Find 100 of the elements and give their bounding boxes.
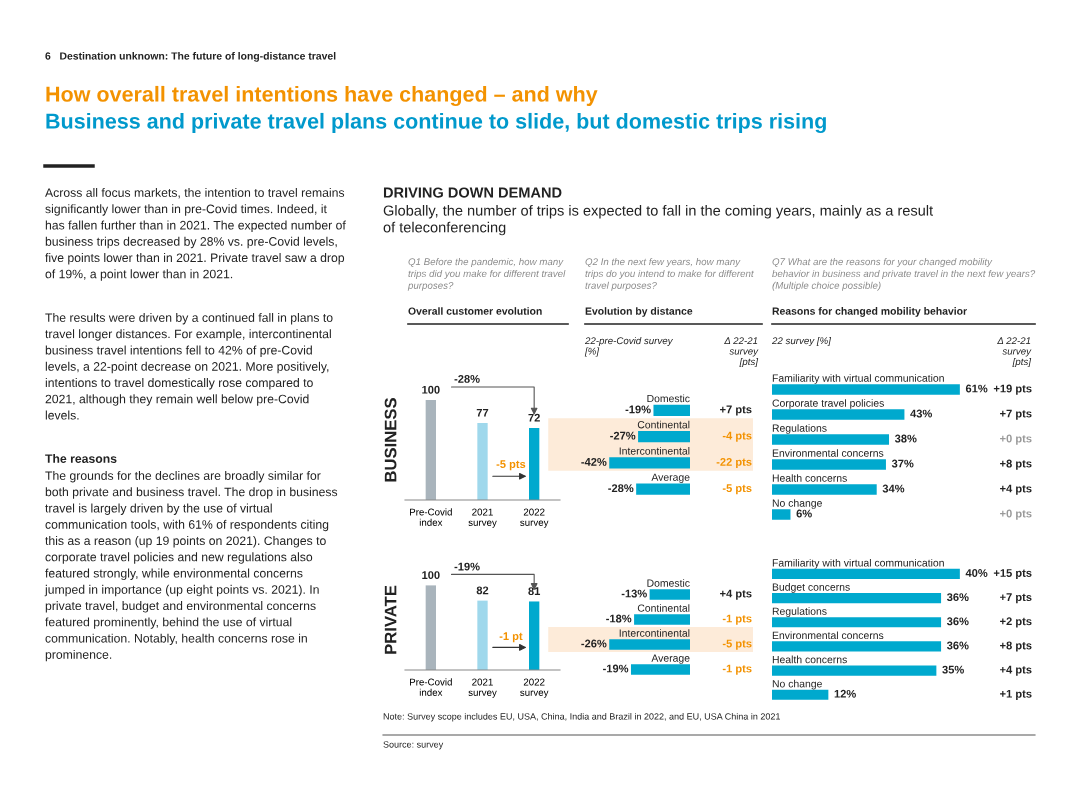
data-label: -19% [603,664,629,673]
text: DRIVING DOWN DEMAND [383,187,562,198]
text: How overall travel intentions have changed – and why [46,85,598,107]
data-label: 81 [528,587,541,596]
bar [772,568,960,579]
text: Δ 22-21 survey [pts] [997,337,1032,368]
y-tick-label: Intercontinental [619,446,690,455]
text: Globally, the number of trips is expected to fall in the coming years, mainly as a result of teleconferencing [383,205,933,236]
text: Note: Survey scope includes EU, USA, China, India and Brazil in 2022, and EU, USA China in 2021 [383,713,781,722]
text: +8 pts [1000,459,1032,470]
y-tick-label: Continental [637,420,690,429]
text: +0 pts [1000,509,1032,520]
bar [772,665,937,676]
y-tick-label: Continental [637,604,690,612]
bar [772,484,877,495]
x-tick-label: Pre-Covid index [410,508,452,526]
y-tick-label: Environmental concerns [772,449,884,457]
bar [772,409,905,420]
x-tick-label: 2021 survey [468,678,497,698]
y-tick-label: No change [772,679,822,690]
text: +15 pts [993,569,1032,580]
text: -5 pts [722,484,752,495]
data-label: 36% [946,641,969,650]
y-tick-label: Domestic [647,394,690,403]
y-axis-title: BUSINESS [384,398,397,482]
x-tick-label: 2022 survey [520,508,549,528]
bar [772,509,791,520]
bar [772,689,829,700]
text: -1 pts [722,664,752,675]
data-label: -27% [610,431,636,440]
y-tick-label: Average [651,473,690,483]
data-label: 34% [882,484,905,493]
text: -28% [454,374,480,383]
y-tick-label: Intercontinental [619,629,690,637]
data-label: 100 [422,385,440,394]
y-tick-label: Budget concerns [772,583,850,593]
data-label: -26% [581,639,607,648]
annotation: -5 pts [496,460,526,471]
data-label: 72 [528,413,540,422]
data-label: -19% [625,405,651,414]
text: +4 pts [1000,484,1032,495]
data-label: -42% [581,457,607,466]
text: -4 pts [722,431,752,442]
y-tick-label: Familiarity with virtual communication [772,374,944,384]
y-tick-label: Health concerns [772,474,847,482]
y-tick-label: No change [772,499,822,509]
text: +1 pts [1000,689,1032,700]
y-tick-label: Regulations [772,424,827,434]
text: 6 Destination unknown: The future of long-distance travel [45,52,336,62]
y-tick-label: Environmental concerns [772,631,884,640]
text: +2 pts [1000,617,1032,628]
text: +4 pts [720,589,752,600]
data-label: 35% [942,665,964,674]
data-label: 12% [834,689,856,698]
y-tick-label: Corporate travel policies [772,399,884,409]
y-tick-label: Familiarity with virtual communication [772,558,944,569]
chart-subtitle: Q1 Before the pandemic, how many trips did you make for different travel purposes? [407,258,566,291]
data-label: 43% [910,409,933,418]
bar [772,434,890,445]
bar [772,459,886,470]
data-label: 61% [965,384,988,393]
source-note: Source: survey [383,741,444,750]
data-label: 100 [422,571,440,580]
y-tick-label: Regulations [772,607,827,617]
text: Across all focus markets, the intention to travel remains significantly lower than in pre-Covid times. Indeed, it has fallen further than in 2021. The expected number of business trips decreased by 28% vs. pre-Covid levels, five points lower than in 2021. Private travel saw a drop of 19%, a point lower than in 2021. [45,188,346,281]
chart-subtitle: Q7 What are the reasons for your changed mobility behavior in business and private travel in the next few years? (Multiple choice possible) [772,258,1036,291]
annotation: -1 pt [499,632,523,643]
chart-title: Reasons for changed mobility behavior [772,307,967,317]
data-label: -18% [606,614,632,623]
data-label: 6% [796,509,812,518]
data-label: 38% [894,434,917,443]
text: +7 pts [1000,409,1032,420]
text: +19 pts [993,384,1032,395]
data-label: -28% [608,484,634,493]
text: The reasons [45,454,117,463]
text: -19% [454,562,480,571]
data-label: 40% [965,569,988,577]
text: +7 pts [720,405,752,416]
text: Δ 22-21 survey [pts] [724,337,759,368]
chart-subtitle: Q2 In the next few years, how many trips do you intend to make for different travel purposes? [585,258,754,291]
text: -5 pts [722,639,752,650]
data-label: 82 [476,586,489,595]
y-axis-title: PRIVATE [384,585,397,654]
bar [772,384,960,395]
text: Business and private travel plans continue to slide, but domestic trips rising [46,112,826,134]
data-label: 36% [946,617,969,626]
x-tick-label: 2022 survey [520,678,549,698]
text: +7 pts [1000,593,1032,604]
text: +4 pts [1000,665,1032,676]
text: The results were driven by a continued fall in plans to travel longer distances. For example, intercontinental business travel intentions fell to 42% of pre-Covid levels, a 22-point decrease on 2021. More positively, intentions to travel domestically rose compared to 2021, although they remain well below pre-Covid levels. [45,313,333,420]
text: 22-pre-Covid survey [%] [584,337,674,357]
data-label: 77 [476,408,489,417]
y-tick-label: Health concerns [772,655,847,664]
bar [772,593,942,604]
text: +0 pts [1000,434,1032,445]
data-label: 36% [946,593,969,602]
text: +8 pts [1000,641,1032,652]
bar [772,641,942,652]
text: -1 pts [722,614,752,625]
y-tick-label: Average [651,654,690,664]
